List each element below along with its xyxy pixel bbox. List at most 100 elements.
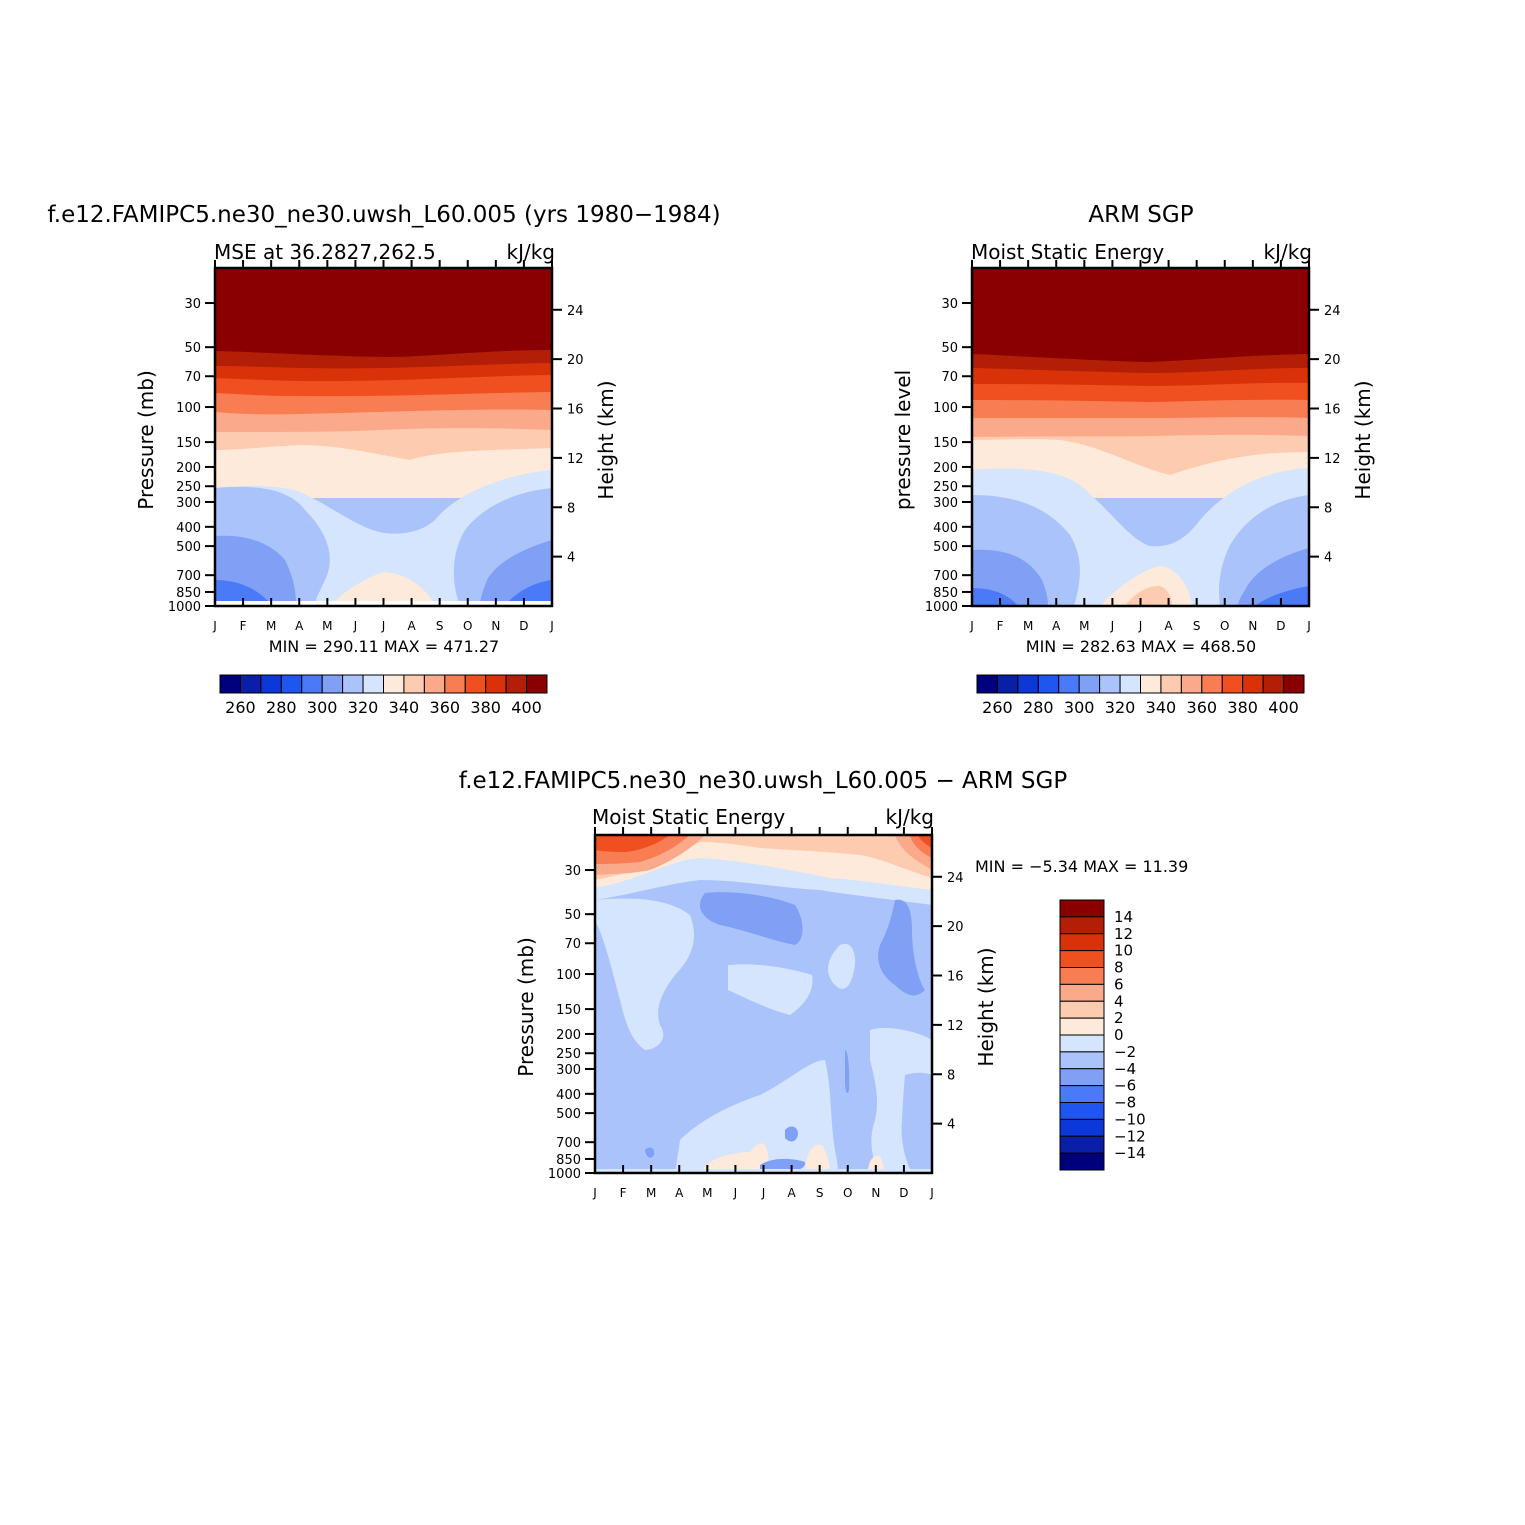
y-tick-label: 850: [176, 586, 201, 601]
colorbar-label: 380: [470, 698, 501, 717]
colorbar-label: 8: [1114, 959, 1124, 977]
x-tick-label: M: [1079, 619, 1089, 633]
y-tick-label: 1000: [168, 600, 201, 615]
y2-tick-label: 16: [1324, 403, 1341, 418]
colorbar-label: 0: [1114, 1026, 1124, 1044]
y-tick-label: 50: [941, 341, 958, 356]
colorbar-swatch: [1059, 916, 1105, 935]
x-tick-label: N: [491, 619, 500, 633]
panel-diff-right-subtitle: kJ/kg: [886, 805, 935, 829]
colorbar-swatch: [260, 674, 282, 694]
y-tick-label: 30: [564, 864, 581, 879]
contour-band: [700, 892, 803, 945]
y-tick-label: 50: [564, 908, 581, 923]
x-tick-label: O: [1220, 619, 1229, 633]
contour-band: [878, 899, 925, 996]
y-tick-label: 1000: [925, 600, 958, 615]
y2-tick-label: 12: [1324, 452, 1341, 467]
y2-axis-label: Height (km): [594, 380, 618, 499]
x-tick-label: F: [620, 1186, 627, 1200]
x-tick-label: J: [1306, 619, 1311, 633]
colorbar-swatch: [1059, 950, 1105, 968]
panel-obs-title: ARM SGP: [1088, 202, 1193, 228]
x-tick-label: A: [1164, 619, 1173, 633]
colorbar-label: 340: [389, 698, 420, 717]
y-tick-label: 100: [176, 401, 201, 416]
y-tick-label: 100: [556, 968, 581, 983]
contour-band: [330, 572, 435, 606]
colorbar-swatch: [1059, 1000, 1105, 1019]
y-tick-label: 250: [556, 1047, 581, 1062]
y-tick-label: 250: [933, 480, 958, 495]
panel-obs-contours: [972, 268, 1309, 606]
colorbar-label: 4: [1114, 992, 1124, 1010]
colorbar-swatch: [526, 674, 548, 694]
x-tick-label: J: [733, 1186, 738, 1200]
colorbar-label: −4: [1114, 1060, 1136, 1078]
y-tick-label: 700: [556, 1136, 581, 1151]
colorbar-swatch: [1180, 674, 1203, 694]
y-tick-label: 250: [176, 480, 201, 495]
y2-tick-label: 20: [947, 920, 964, 935]
colorbar-swatch: [1059, 1017, 1105, 1036]
colorbar-swatch: [1099, 674, 1121, 694]
y2-tick-label: 12: [947, 1019, 964, 1034]
colorbar-swatch: [239, 674, 262, 694]
y-tick-label: 100: [933, 401, 958, 416]
colorbar-swatch: [1262, 674, 1285, 694]
contour-band: [595, 835, 932, 852]
colorbar-label: −8: [1114, 1094, 1136, 1112]
panel-model-right-subtitle: kJ/kg: [507, 240, 556, 264]
panel-model: f.e12.FAMIPC5.ne30_ne30.uwsh_L60.005 (yr…: [47, 202, 720, 717]
panel-model-left-subtitle: MSE at 36.2827,262.5: [214, 240, 436, 264]
panel-obs-left-subtitle: Moist Static Energy: [971, 240, 1164, 264]
y-tick-label: 200: [556, 1028, 581, 1043]
min-max-stats: MIN = −5.34 MAX = 11.39: [975, 857, 1188, 876]
colorbar-label: 12: [1114, 925, 1133, 943]
y-tick-label: 70: [941, 370, 958, 385]
colorbar-swatch: [301, 674, 323, 694]
colorbar-swatch: [485, 674, 507, 694]
x-tick-label: J: [353, 619, 358, 633]
min-max-stats: MIN = 290.11 MAX = 471.27: [269, 637, 499, 656]
colorbar-swatch: [996, 674, 1019, 694]
y2-tick-label: 16: [567, 403, 584, 418]
colorbar-swatch: [1059, 1034, 1105, 1053]
colorbar-swatch: [1017, 674, 1039, 694]
colorbar-label: −12: [1114, 1127, 1146, 1145]
y2-tick-label: 8: [567, 501, 575, 516]
colorbar-swatch: [1221, 674, 1244, 694]
y-tick-label: 70: [564, 937, 581, 952]
x-tick-label: S: [436, 619, 444, 633]
colorbar-label: 260: [982, 698, 1013, 717]
colorbar-label: 280: [266, 698, 297, 717]
colorbar-swatch: [1059, 967, 1105, 985]
colorbar-label: 260: [225, 698, 256, 717]
y-tick-label: 500: [556, 1107, 581, 1122]
y-tick-label: 150: [176, 436, 201, 451]
y2-tick-label: 8: [1324, 501, 1332, 516]
colorbar-swatch: [1059, 983, 1105, 1002]
contour-band: [595, 898, 695, 1050]
y-tick-label: 400: [176, 521, 201, 536]
colorbar-label: 400: [1268, 698, 1299, 717]
y-tick-label: 700: [176, 569, 201, 584]
y2-tick-label: 24: [1324, 304, 1341, 319]
panel-diff-contours: [595, 835, 932, 1173]
contour-band: [595, 835, 932, 864]
contour-band: [645, 1147, 655, 1158]
colorbar-swatch: [444, 674, 466, 694]
y-tick-label: 850: [556, 1153, 581, 1168]
colorbar-label: 6: [1114, 975, 1124, 993]
colorbar-swatch: [505, 674, 528, 694]
contour-band: [505, 580, 552, 606]
y2-tick-label: 4: [947, 1118, 955, 1133]
colorbar-swatch: [1160, 674, 1182, 694]
y2-tick-label: 8: [947, 1068, 955, 1083]
contour-band: [595, 835, 932, 875]
contour-band: [845, 1050, 850, 1093]
x-tick-label: M: [702, 1186, 712, 1200]
colorbar-label: −14: [1114, 1144, 1146, 1162]
min-max-stats: MIN = 282.63 MAX = 468.50: [1026, 637, 1256, 656]
colorbar-label: −2: [1114, 1043, 1136, 1061]
